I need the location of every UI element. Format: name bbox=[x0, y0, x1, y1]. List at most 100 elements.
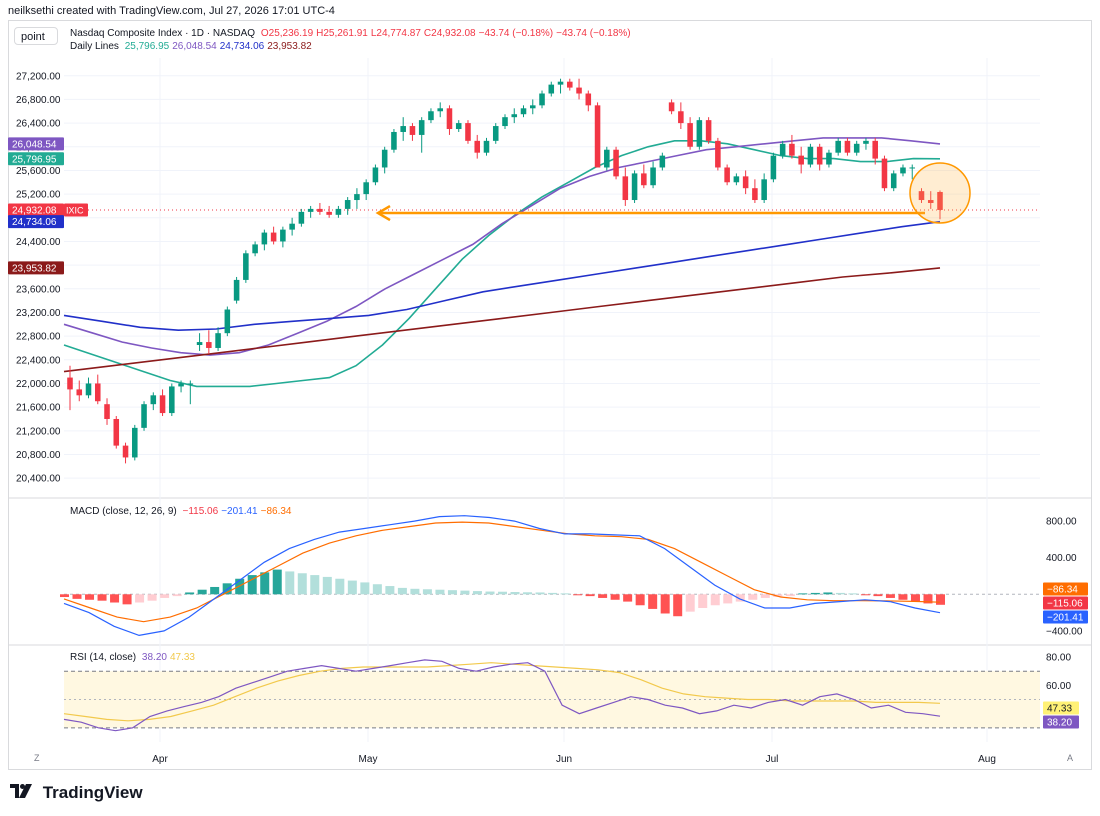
candle-body bbox=[548, 84, 555, 94]
candle-body bbox=[307, 208, 314, 212]
macd-histogram-bar bbox=[72, 594, 82, 599]
macd-histogram-bar bbox=[360, 582, 370, 595]
macd-tick-label: −400.00 bbox=[1046, 626, 1083, 637]
candle-body bbox=[853, 143, 860, 153]
macd-histogram-bar bbox=[185, 592, 195, 595]
candle-body bbox=[132, 427, 138, 458]
candle-body bbox=[381, 149, 388, 168]
macd-histogram-bar bbox=[372, 584, 382, 595]
macd-histogram-bar bbox=[410, 588, 420, 595]
candle-body bbox=[900, 167, 906, 174]
price-tick-label: 21,200.00 bbox=[16, 426, 61, 437]
macd-histogram-bar bbox=[735, 594, 745, 602]
daily-lines-label[interactable]: Daily Lines bbox=[70, 41, 119, 52]
macd-histogram-bar bbox=[635, 594, 645, 606]
macd-histogram-bar bbox=[910, 594, 920, 602]
price-tag: 23,953.82 bbox=[8, 261, 64, 275]
candle-body bbox=[141, 404, 147, 428]
macd-histogram-bar bbox=[873, 594, 883, 597]
macd-tag-text: −115.06 bbox=[1047, 599, 1083, 610]
point-dropdown[interactable]: point bbox=[14, 27, 58, 45]
macd-histogram-bar bbox=[147, 594, 157, 601]
candle-body bbox=[622, 176, 629, 201]
support-arrow-head bbox=[375, 204, 391, 222]
price-tick-label: 20,400.00 bbox=[16, 474, 61, 485]
candle-body bbox=[298, 211, 305, 224]
macd-histogram-bar bbox=[660, 594, 670, 614]
macd-histogram-bar bbox=[785, 594, 795, 597]
candle-body bbox=[807, 146, 814, 165]
candle-body bbox=[122, 445, 129, 458]
candle-body bbox=[187, 383, 194, 385]
macd-histogram-bar bbox=[498, 591, 507, 595]
chart-canvas[interactable]: Apr May Jun Jul Aug 27,200.00 26,800.00 26,400.… bbox=[0, 0, 1100, 770]
candle-body bbox=[363, 182, 369, 195]
macd-histogram-bar bbox=[748, 594, 758, 600]
candle-body bbox=[715, 140, 721, 168]
candle-body bbox=[668, 102, 675, 112]
candle-body bbox=[529, 105, 536, 109]
candle-body bbox=[539, 93, 545, 106]
macd-histogram-bar bbox=[247, 575, 257, 595]
candle-body bbox=[511, 114, 518, 118]
macd-histogram-bar bbox=[523, 592, 533, 595]
macd-histogram-bar bbox=[698, 594, 708, 608]
daily-line-value-1: 26,048.54 bbox=[172, 41, 217, 52]
macd-histogram-bar bbox=[197, 589, 207, 595]
time-axis-label: Jun bbox=[556, 754, 572, 765]
symbol-legend: Nasdaq Composite Index · 1D · NASDAQ O25… bbox=[70, 28, 637, 39]
candle-body bbox=[400, 126, 406, 132]
ohlc-value-0: O25,236.19 bbox=[260, 28, 314, 39]
macd-value-0: −115.06 bbox=[182, 506, 219, 517]
macd-histogram-bar bbox=[823, 592, 833, 595]
macd-tick-label: 400.00 bbox=[1046, 553, 1077, 564]
symbol-title[interactable]: Nasdaq Composite Index · 1D · NASDAQ bbox=[70, 28, 256, 39]
rsi-label[interactable]: RSI (14, close) bbox=[70, 652, 137, 663]
price-tag-box bbox=[8, 137, 64, 151]
macd-histogram-bar bbox=[923, 594, 933, 604]
candle-body bbox=[289, 223, 295, 230]
price-tick-label: 23,200.00 bbox=[16, 308, 61, 319]
candle-body bbox=[890, 173, 897, 189]
price-tick-label: 26,800.00 bbox=[16, 95, 61, 106]
price-tag: 24,734.06 bbox=[8, 215, 64, 229]
macd-histogram-bar bbox=[422, 589, 432, 595]
daily-lines-legend: Daily Lines 25,796.95 26,048.54 24,734.06 2… bbox=[70, 41, 318, 52]
rsi-tag-text: 47.33 bbox=[1047, 704, 1072, 715]
candle-body bbox=[409, 126, 416, 135]
candle-body bbox=[631, 173, 638, 201]
moving-average-line bbox=[63, 140, 941, 388]
candle-body bbox=[243, 253, 249, 280]
macd-histogram-bar bbox=[435, 589, 445, 595]
zoom-reset-button[interactable]: Z bbox=[34, 753, 40, 763]
auto-scale-button[interactable]: A bbox=[1067, 753, 1074, 763]
macd-values: −115.06 −201.41 −86.34 bbox=[183, 506, 295, 517]
candle-body bbox=[252, 244, 258, 254]
candle-body bbox=[483, 140, 490, 153]
candle-body bbox=[150, 395, 157, 405]
candle-body bbox=[733, 176, 740, 183]
macd-tag-box bbox=[1043, 610, 1088, 624]
candle-body bbox=[326, 211, 332, 215]
macd-value-tag: −115.06 bbox=[1043, 596, 1088, 610]
macd-histogram-bar bbox=[260, 572, 270, 595]
rsi-tag-box bbox=[1043, 701, 1079, 715]
ticker-tag-text: IXIC bbox=[66, 205, 84, 215]
macd-histogram-bar bbox=[110, 594, 120, 603]
candle-body bbox=[650, 167, 656, 186]
tradingview-brand: TradingView bbox=[42, 783, 143, 802]
candle-body bbox=[391, 131, 397, 150]
time-axis-label: Aug bbox=[978, 754, 996, 765]
candle-body bbox=[705, 120, 712, 141]
daily-lines-values: 25,796.95 26,048.54 24,734.06 23,953.82 bbox=[125, 41, 315, 52]
candle-body bbox=[67, 377, 73, 390]
macd-legend: MACD (close, 12, 26, 9) −115.06 −201.41 −8… bbox=[70, 506, 298, 517]
ohlc-value-5: −43.74 (−0.18%) bbox=[556, 28, 631, 39]
rsi-values: 38.20 47.33 bbox=[142, 652, 198, 663]
candle-body bbox=[678, 111, 684, 124]
macd-histogram-bar bbox=[97, 594, 107, 601]
macd-histogram-bar bbox=[673, 594, 683, 617]
macd-label[interactable]: MACD (close, 12, 26, 9) bbox=[70, 506, 177, 517]
macd-histogram-bar bbox=[535, 592, 545, 595]
candle-body bbox=[659, 155, 666, 168]
